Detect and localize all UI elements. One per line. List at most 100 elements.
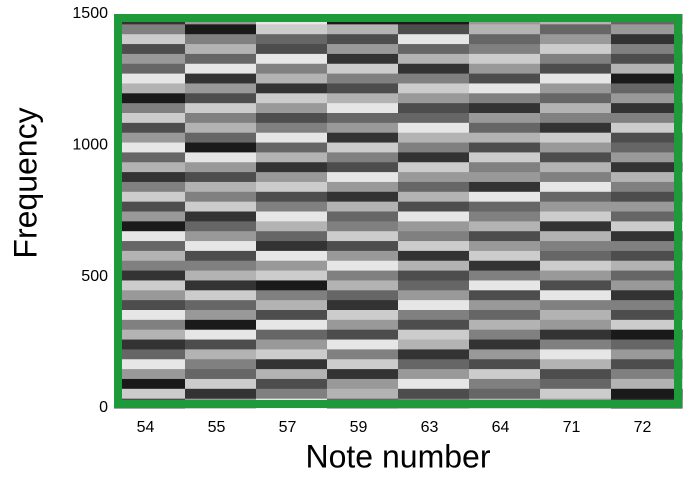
heatmap-cell: [540, 112, 612, 123]
heatmap-cell: [398, 142, 470, 153]
heatmap-cell: [327, 240, 399, 251]
heatmap-cell: [611, 181, 683, 192]
heatmap-cell: [185, 43, 257, 54]
heatmap-cell: [256, 388, 328, 399]
y-tick-label: 0: [99, 399, 108, 416]
heatmap-cell: [398, 151, 470, 163]
heatmap-cell: [540, 201, 612, 212]
heatmap-cell: [469, 53, 541, 64]
heatmap-cell: [256, 240, 328, 251]
heatmap-cell: [185, 201, 257, 212]
heatmap-cell: [114, 270, 186, 281]
heatmap-cell: [398, 270, 470, 281]
heatmap-cell: [256, 279, 328, 291]
heatmap-cell: [611, 260, 683, 271]
heatmap-cell: [611, 191, 683, 202]
heatmap-cell: [114, 191, 186, 202]
heatmap-cell: [327, 63, 399, 74]
heatmap-cell: [256, 132, 328, 143]
heatmap-cell: [327, 279, 399, 291]
heatmap-cell: [114, 368, 186, 379]
heatmap-cell: [327, 348, 399, 360]
heatmap-cell: [327, 368, 399, 379]
heatmap-cell: [327, 53, 399, 64]
heatmap-cell: [469, 250, 541, 261]
heatmap-cell: [469, 220, 541, 232]
heatmap-cell: [611, 339, 683, 350]
heatmap-cell: [185, 63, 257, 74]
heatmap-cell: [327, 230, 399, 242]
heatmap-cell: [185, 171, 257, 182]
heatmap-cell: [327, 132, 399, 143]
heatmap-cell: [469, 73, 541, 84]
heatmap-cell: [114, 211, 186, 222]
heatmap-cell: [398, 53, 470, 64]
heatmap-cell: [256, 171, 328, 182]
y-tick-label: 500: [81, 268, 108, 285]
heatmap-cell: [611, 279, 683, 291]
heatmap-cell: [611, 230, 683, 242]
heatmap-cell: [611, 53, 683, 64]
heatmap-cell: [256, 368, 328, 379]
heatmap-cell: [256, 102, 328, 113]
heatmap-cell: [398, 220, 470, 232]
heatmap-cell: [327, 142, 399, 153]
x-tick-label: 54: [137, 419, 155, 436]
heatmap-cell: [469, 63, 541, 74]
y-tick-label: 1000: [72, 137, 108, 154]
heatmap-cell: [327, 220, 399, 232]
heatmap-cell: [114, 378, 186, 389]
heatmap-cell: [398, 23, 470, 35]
heatmap-cell: [540, 92, 612, 104]
heatmap-cell: [611, 92, 683, 104]
heatmap-cell: [185, 191, 257, 202]
heatmap-cell: [114, 250, 186, 261]
heatmap-cell: [540, 23, 612, 35]
heatmap-cell: [256, 112, 328, 123]
heatmap-cell: [398, 73, 470, 84]
heatmap-cell: [611, 43, 683, 54]
heatmap-cell: [114, 92, 186, 104]
heatmap-cell: [256, 63, 328, 74]
heatmap-cell: [540, 53, 612, 64]
heatmap-cell: [256, 260, 328, 271]
heatmap-cell: [611, 299, 683, 310]
heatmap-cell: [611, 171, 683, 182]
heatmap-cell: [327, 319, 399, 330]
heatmap-cell: [256, 348, 328, 360]
heatmap-cell: [469, 122, 541, 133]
heatmap-cell: [469, 260, 541, 271]
heatmap-cell: [398, 240, 470, 251]
heatmap-cell: [469, 289, 541, 301]
x-tick-label: 57: [279, 419, 297, 436]
heatmap-cell: [114, 230, 186, 242]
heatmap-cell: [398, 201, 470, 212]
heatmap-cell: [114, 339, 186, 350]
heatmap-cell: [611, 73, 683, 84]
heatmap-cell: [540, 43, 612, 54]
heatmap-cell: [540, 220, 612, 232]
heatmap-cell: [114, 289, 186, 301]
heatmap-cell: [185, 378, 257, 389]
heatmap-cell: [398, 63, 470, 74]
heatmap-cell: [185, 309, 257, 320]
heatmap-cell: [398, 171, 470, 182]
x-tick-label: 72: [634, 419, 652, 436]
heatmap-cell: [114, 348, 186, 360]
heatmap-cell: [185, 358, 257, 370]
heatmap-cell: [327, 339, 399, 350]
heatmap-cell: [185, 299, 257, 310]
heatmap-cell: [327, 23, 399, 35]
heatmap-cell: [114, 43, 186, 54]
heatmap-cell: [327, 151, 399, 163]
heatmap-cell: [469, 329, 541, 340]
x-axis-title: Note number: [306, 438, 491, 474]
heatmap-cell: [611, 348, 683, 360]
heatmap-cell: [611, 368, 683, 379]
y-axis-title: Frequency: [7, 107, 43, 258]
plot-frame: [114, 14, 682, 408]
heatmap-cell: [469, 319, 541, 330]
heatmap-cell: [185, 132, 257, 143]
heatmap-cell: [185, 23, 257, 35]
heatmap-cell: [398, 181, 470, 192]
